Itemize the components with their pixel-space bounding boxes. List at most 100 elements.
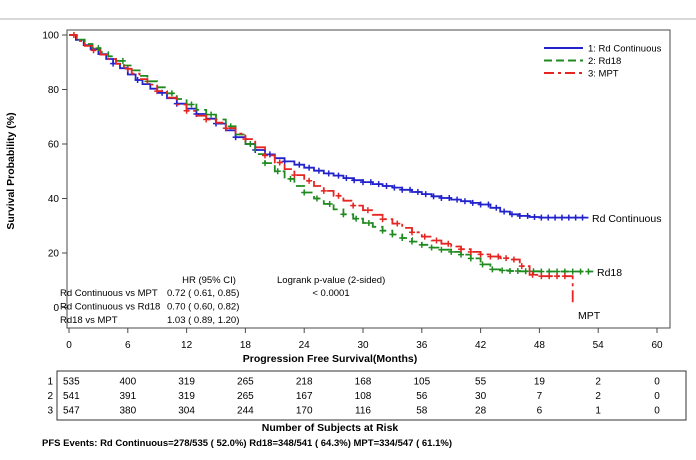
x-tick-label: 54	[593, 340, 605, 351]
censor-mark-mpt	[538, 273, 545, 280]
censor-mark-rd-continuous	[501, 208, 508, 215]
censor-mark-mpt	[364, 207, 371, 214]
stats-row-label: Rd Continuous vs Rd18	[60, 302, 160, 313]
at-risk-cell: 0	[654, 406, 660, 417]
censor-mark-rd18	[247, 141, 254, 147]
censor-mark-mpt	[546, 273, 553, 280]
at-risk-cell: 265	[237, 377, 254, 388]
at-risk-cell: 58	[416, 406, 428, 417]
censor-mark-mpt	[409, 229, 415, 236]
censor-mark-rd18	[530, 268, 537, 275]
censor-mark-rd-continuous	[552, 214, 559, 221]
stats-row-value: 0.70 ( 0.60, 0.82)	[167, 302, 239, 313]
at-risk-title: Number of Subjects at Risk	[262, 422, 399, 434]
legend: 1: Rd Continuous 2: Rd18 3: MPT	[544, 44, 662, 80]
axes: 0 6 12 18 24 30 36 42 48 54 60 0 20 40 60 80 100	[42, 31, 663, 352]
censor-mark-rd-continuous	[572, 214, 579, 221]
at-risk-cell: 167	[296, 391, 313, 402]
censor-mark-rd-continuous	[446, 194, 453, 201]
censor-mark-rd18	[287, 175, 294, 182]
at-risk-cell: 1	[595, 406, 601, 417]
censor-mark-rd-continuous	[545, 214, 552, 221]
at-risk-cell: 30	[475, 391, 487, 402]
at-risk-cell: 218	[296, 377, 313, 388]
end-label-rd-continuous: Rd Continuous	[592, 213, 661, 225]
censor-mark-mpt	[518, 263, 525, 270]
censor-mark-rd18	[489, 266, 496, 273]
censor-mark-rd18	[448, 248, 455, 255]
km-curve-rd-continuous	[69, 34, 589, 219]
at-risk-table: 1 535 400 319 265 218 168 105 55 19 2 02 541 391 319 26…	[47, 377, 660, 417]
at-risk-row-id: 1	[47, 377, 53, 388]
censor-mark-mpt	[421, 233, 428, 240]
censor-mark-rd-continuous	[469, 199, 476, 206]
censor-mark-mpt	[183, 107, 190, 114]
censor-mark-rd-continuous	[477, 201, 484, 208]
y-tick-label: 0	[53, 303, 59, 314]
y-tick-label: 80	[48, 85, 60, 96]
censor-mark-mpt	[335, 192, 342, 199]
plot-border	[66, 29, 671, 329]
censor-mark-mpt	[222, 125, 229, 132]
x-tick-label: 6	[125, 340, 131, 351]
y-tick-label: 60	[48, 140, 60, 151]
at-risk-cell: 265	[237, 391, 254, 402]
at-risk-table-border	[56, 370, 687, 421]
at-risk-cell: 2	[595, 391, 601, 402]
censor-mark-mpt	[561, 273, 568, 280]
censor-mark-rd18	[313, 195, 320, 202]
censor-mark-rd-continuous	[360, 179, 366, 186]
censor-mark-rd18	[569, 268, 576, 275]
x-tick-label: 48	[534, 340, 546, 351]
stats-row-label: Rd18 vs MPT	[60, 315, 118, 326]
censor-mark-mpt	[495, 253, 502, 260]
censor-mark-rd-continuous	[430, 193, 437, 200]
censor-mark-rd-continuous	[579, 214, 586, 221]
censor-mark-mpt	[510, 256, 517, 263]
censor-mark-rd-continuous	[454, 196, 461, 203]
at-risk-cell: 244	[237, 406, 254, 417]
censor-mark-rd-continuous	[375, 181, 382, 188]
censor-mark-rd18	[119, 57, 126, 64]
x-tick-label: 42	[475, 340, 487, 351]
censor-mark-mpt	[306, 177, 313, 184]
censor-mark-rd-continuous	[306, 164, 313, 171]
stats-row-value: 0.72 ( 0.61, 0.85)	[167, 288, 239, 299]
censor-mark-rd18	[208, 111, 215, 118]
at-risk-cell: 319	[178, 391, 195, 402]
censor-mark-rd18	[365, 220, 372, 227]
censor-mark-rd-continuous	[538, 214, 545, 221]
censor-mark-mpt	[90, 47, 97, 54]
y-tick-label: 20	[48, 249, 60, 260]
x-axis-title: Progression Free Survival(Months)	[243, 353, 417, 365]
at-risk-cell: 400	[119, 377, 136, 388]
censor-mark-rd-continuous	[266, 151, 273, 158]
legend-label-rd18: 2: Rd18	[588, 56, 621, 67]
censor-mark-rd-continuous	[508, 211, 515, 218]
censor-mark-mpt	[487, 253, 494, 260]
censor-mark-rd-continuous	[524, 212, 531, 219]
at-risk-cell: 19	[534, 377, 546, 388]
at-risk-cell: 56	[416, 391, 428, 402]
censor-mark-rd18	[409, 238, 415, 245]
censor-mark-rd18	[274, 168, 281, 175]
at-risk-cell: 55	[475, 377, 487, 388]
censor-mark-mpt	[124, 65, 131, 72]
y-axis-title: Survival Probability (%)	[5, 112, 17, 229]
censor-mark-rd18	[499, 267, 506, 274]
x-tick-label: 30	[357, 340, 369, 351]
censor-mark-mpt	[458, 246, 464, 253]
censor-mark-rd18	[389, 231, 396, 238]
at-risk-cell: 105	[413, 377, 430, 388]
censor-mark-mpt	[433, 237, 440, 244]
censor-mark-mpt	[320, 187, 327, 194]
censor-mark-mpt	[70, 32, 77, 38]
censor-mark-rd-continuous	[325, 170, 332, 177]
at-risk-cell: 0	[654, 377, 660, 388]
censor-mark-mpt	[291, 172, 298, 179]
x-tick-label: 12	[181, 340, 193, 351]
censor-mark-rd18	[168, 90, 175, 97]
censor-mark-rd-continuous	[281, 158, 288, 165]
at-risk-cell: 28	[475, 406, 487, 417]
